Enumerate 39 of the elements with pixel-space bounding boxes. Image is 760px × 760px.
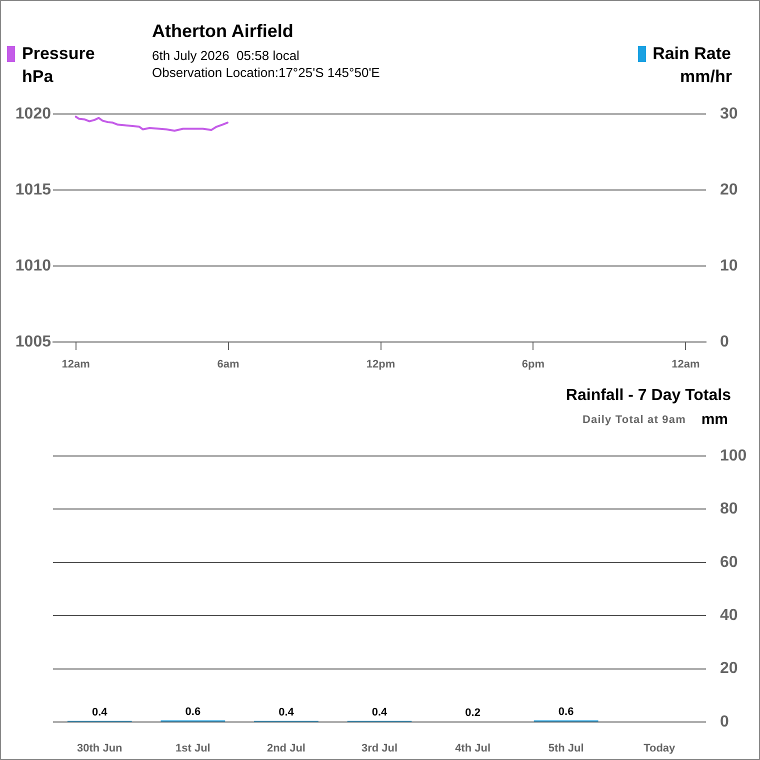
chart-title: Rainfall - 7 Day Totals: [566, 387, 731, 405]
y2-tick-label: 10: [720, 257, 738, 274]
x-tick-label: 3rd Jul: [361, 742, 398, 755]
chart-subtitle: 6th July 2026 05:58 local Observation Location:17°25'S 145°50'E: [152, 47, 380, 81]
x-tick-label: 5th Jul: [548, 742, 584, 755]
x-tick-label: 1st Jul: [176, 742, 210, 755]
x-tick-label: 12am: [62, 358, 90, 371]
y-tick-label: 1020: [15, 105, 52, 122]
y-tick-label: 1010: [15, 257, 52, 274]
x-tick-label: 12pm: [366, 358, 396, 371]
x-tick-label: 6pm: [522, 358, 545, 371]
y-tick-label: 80: [720, 500, 738, 518]
y-tick-label: 60: [720, 554, 738, 571]
legend-label: Pressure: [22, 44, 95, 64]
y-tick-label: 1015: [15, 181, 52, 198]
data-label: 0.4: [372, 706, 388, 718]
y-tick-label: 40: [720, 607, 738, 624]
y-tick-label: 1005: [15, 333, 52, 350]
y-axis-title: mm: [701, 411, 728, 428]
data-label: 0.4: [92, 706, 108, 718]
x-tick-label: 4th Jul: [455, 742, 491, 755]
x-tick-label: 30th Jun: [77, 742, 123, 755]
y-tick-label: 0: [720, 713, 729, 730]
data-label: 0.2: [465, 707, 480, 719]
y-tick-label: 20: [720, 660, 738, 678]
chart-title: Atherton Airfield: [152, 21, 294, 42]
x-tick-label: Today: [644, 742, 676, 755]
y-tick-label: 100: [720, 447, 747, 464]
data-label: 0.6: [558, 706, 574, 718]
legend-label: Rain Rate: [652, 44, 731, 64]
y-axis-title: hPa: [22, 67, 54, 87]
chart-subtitle: Daily Total at 9am: [582, 414, 686, 426]
y2-tick-label: 30: [720, 105, 738, 122]
data-label: 0.6: [185, 706, 201, 718]
x-tick-label: 6am: [217, 358, 240, 371]
y2-axis-title: mm/hr: [680, 67, 732, 87]
data-label: 0.4: [278, 706, 295, 718]
x-tick-label: 12am: [672, 358, 700, 371]
x-tick-label: 2nd Jul: [266, 742, 306, 755]
